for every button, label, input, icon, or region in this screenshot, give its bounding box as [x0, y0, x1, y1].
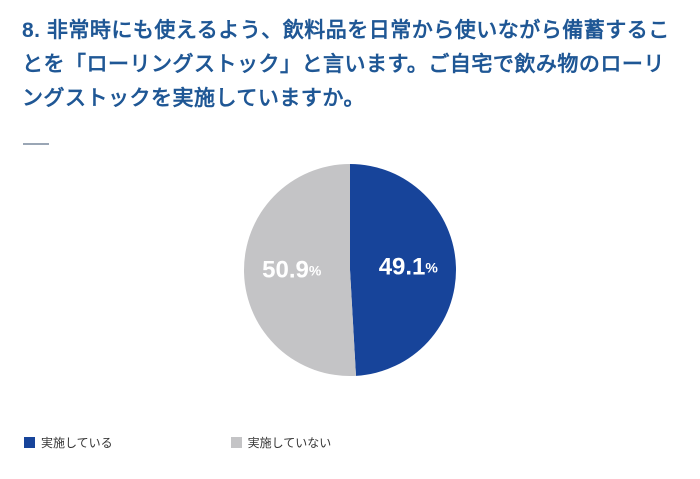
legend-label: 実施している	[41, 436, 113, 450]
chart-title: 8. 非常時にも使えるよう、飲料品を日常から使いながら備蓄することを「ローリング…	[22, 19, 670, 111]
pie-slice-1	[244, 164, 356, 376]
pie-slice-label-1: 50.9%	[262, 257, 322, 284]
pie-slice-0	[350, 164, 457, 376]
legend-item-not-implemented: 実施していない	[230, 434, 332, 451]
chart-legend: 実施している 実施していない	[24, 434, 331, 451]
legend-item-implemented: 実施している	[24, 434, 113, 451]
pie-chart: 49.1% 50.9%	[0, 162, 700, 378]
pie-slice-label-0: 49.1%	[379, 254, 439, 281]
title-divider	[23, 143, 49, 145]
legend-label: 実施していない	[247, 436, 332, 450]
legend-swatch-icon	[230, 437, 242, 448]
legend-swatch-icon	[24, 437, 35, 448]
pie-chart-svg: 49.1% 50.9%	[244, 164, 457, 376]
